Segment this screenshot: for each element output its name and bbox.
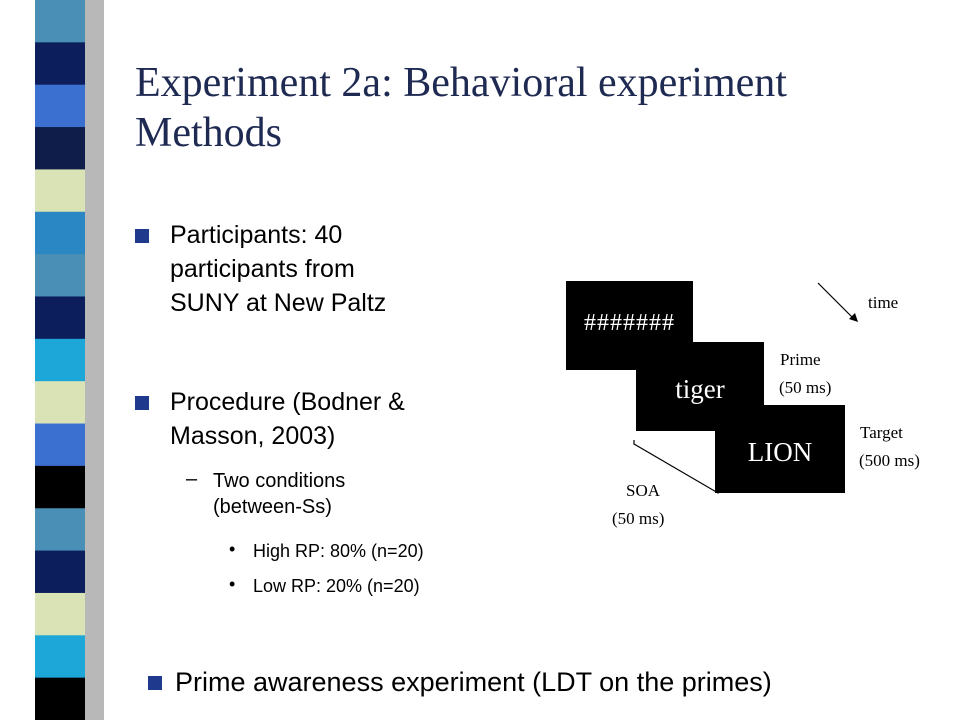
- stripe-segment: [35, 465, 85, 509]
- time-arrow-line: [817, 282, 854, 319]
- condition-item-high: High RP: 80% (n=20): [253, 541, 424, 561]
- conditions-line2: (between-Ss): [213, 496, 332, 518]
- stripe-segment: [35, 338, 85, 382]
- procedure-line1: Procedure (Bodner &: [170, 388, 405, 416]
- dot-marker: •: [229, 574, 236, 594]
- participants-text: Participants: 40 participants from SUNY …: [170, 218, 386, 320]
- stripe-segment: [35, 296, 85, 340]
- procedure-text: Procedure (Bodner & Masson, 2003): [170, 385, 405, 453]
- time-arrow-head: [849, 313, 858, 322]
- procedure-line2: Masson, 2003): [170, 422, 336, 450]
- slide-title: Experiment 2a: Behavioral experiment Met…: [135, 58, 935, 158]
- stripe-segment: [35, 592, 85, 636]
- target-text: LION: [747, 436, 813, 467]
- participants-line3: SUNY at New Paltz: [170, 289, 387, 317]
- bullet-square-icon: [148, 676, 162, 690]
- stripe-segment: [35, 423, 85, 467]
- prime-text: tiger: [675, 374, 725, 404]
- decorative-stripe: [35, 0, 104, 720]
- condition-item-low: Low RP: 20% (n=20): [253, 576, 420, 596]
- stripe-segment: [35, 635, 85, 679]
- stripe-segment: [35, 550, 85, 594]
- participants-line1: Participants: 40: [170, 221, 343, 249]
- stripe-segment: [35, 254, 85, 297]
- footer-bullet-text: Prime awareness experiment (LDT on the p…: [175, 667, 772, 697]
- stripe-segment: [35, 42, 85, 86]
- mask-box: #######: [566, 281, 693, 370]
- slide-title-line2: Methods: [135, 110, 282, 156]
- stripe-segment: [35, 84, 85, 128]
- stripe-segment: [35, 677, 85, 720]
- soa-duration: (50 ms): [612, 509, 665, 528]
- stripe-segment: [35, 127, 85, 170]
- conditions-text: Two conditions (between-Ss): [213, 468, 345, 520]
- bullet-square-icon: [135, 229, 149, 243]
- target-box: LION: [715, 405, 845, 493]
- stripe-segment: [35, 0, 85, 43]
- target-label: Target: [860, 423, 903, 442]
- stripe-segment: [35, 169, 85, 213]
- conditions-line1: Two conditions: [213, 470, 346, 492]
- prime-label: Prime: [780, 350, 821, 369]
- mask-text: #######: [584, 310, 675, 336]
- stripe-segment: [35, 381, 85, 425]
- dot-marker: •: [229, 539, 236, 559]
- time-label: time: [868, 293, 899, 312]
- bullet-square-icon: [135, 396, 149, 410]
- slide-title-line1: Experiment 2a: Behavioral experiment: [135, 60, 787, 106]
- target-duration: (500 ms): [859, 451, 920, 470]
- participants-line2: participants from: [170, 255, 355, 283]
- soa-label: SOA: [626, 481, 661, 500]
- stripe-shadow: [82, 0, 104, 720]
- stripe-segment: [35, 508, 85, 552]
- stripe-segment: [35, 211, 85, 255]
- dash-marker: –: [186, 468, 198, 490]
- prime-duration: (50 ms): [779, 378, 832, 397]
